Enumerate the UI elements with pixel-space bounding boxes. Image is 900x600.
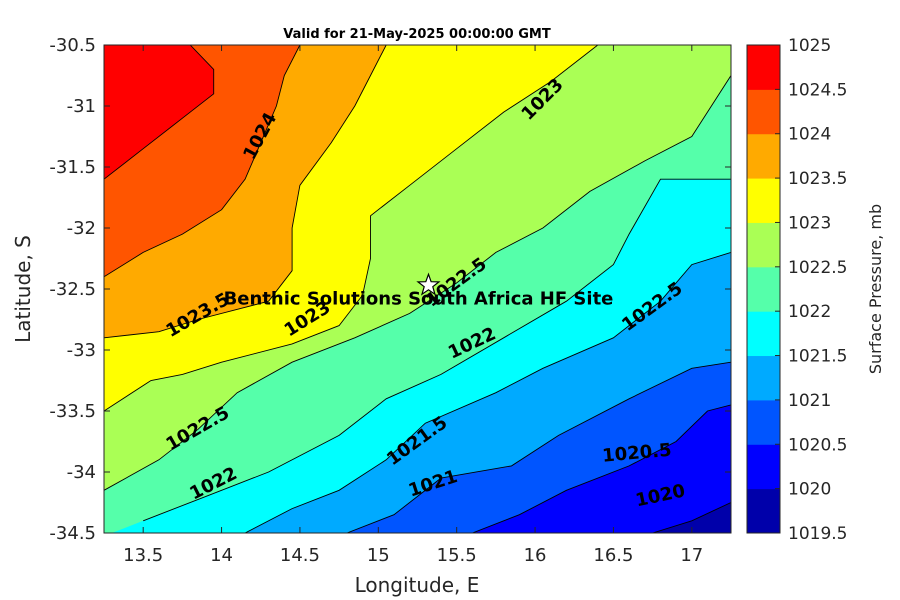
colorbar-band-1021 [747, 355, 780, 401]
x-tick-label: 13.5 [123, 545, 163, 566]
colorbar-tick-label: 1021 [788, 391, 831, 411]
x-tick-label: 16 [524, 545, 547, 566]
colorbar-band-1023 [747, 178, 780, 223]
colorbar-band-1019.5 [747, 488, 780, 534]
colorbar-band-1024 [747, 89, 780, 135]
contour-band-1020 [652, 502, 731, 533]
contour-line-1022.5 [104, 75, 731, 491]
colorbar-band-1024.5 [747, 45, 780, 90]
colorbar-frame [746, 44, 781, 534]
colorbar-band-1021.5 [747, 311, 780, 357]
contour-line-1024 [104, 45, 301, 278]
contour-fills [104, 45, 731, 533]
chart-title: Valid for 21-May-2025 00:00:00 GMT [283, 27, 551, 42]
x-tick-label: 15 [367, 545, 390, 566]
y-tick-label: -32 [67, 218, 96, 239]
y-axis: -30.5 -31 -31.5 -32 -32.5 -33 -33.5 -34 -34.5 [49, 35, 731, 544]
y-tick-label: -33 [67, 340, 96, 361]
y-tick-label: -30.5 [49, 35, 96, 56]
y-tick-label: -31.5 [49, 157, 96, 178]
colorbar-band-1022.5 [747, 222, 780, 268]
y-tick-label: -34 [67, 462, 96, 483]
x-axis: 13.5 14 14.5 15 15.5 16 16.5 17 [123, 45, 703, 566]
colorbar: 1019.5 1020 1020.5 1021 1021.5 1022 1022.5 1023… [746, 36, 847, 544]
colorbar-tick-label: 1025 [788, 36, 831, 56]
colorbar-tick-label: 1023.5 [788, 169, 847, 189]
colorbar-tick-label: 1024 [788, 125, 831, 145]
contour-line-1021.5 [244, 251, 731, 533]
colorbar-band-1023.5 [747, 133, 780, 179]
contour-lines [104, 45, 731, 533]
x-tick-label: 15.5 [437, 545, 477, 566]
x-tick-label: 17 [680, 545, 703, 566]
colorbar-tick-label: 1020.5 [788, 435, 847, 455]
contour-line-1023.5 [104, 45, 387, 339]
y-tick-label: -31 [67, 96, 96, 117]
colorbar-tick-label: 1023 [788, 213, 831, 233]
site-label: Benthic Solutions South Africa HF Site [224, 288, 614, 309]
y-axis-label: Latitude, S [11, 235, 35, 343]
contour-line-1020 [652, 502, 731, 533]
contour-band-1020.5 [472, 404, 731, 533]
contour-line-1024.5 [104, 45, 215, 180]
colorbar-tick-label: 1022 [788, 302, 831, 322]
x-tick-label: 14 [210, 545, 233, 566]
colorbar-tick-label: 1024.5 [788, 80, 847, 100]
y-tick-label: -33.5 [49, 401, 96, 422]
site-marker: Benthic Solutions South Africa HF Site [224, 272, 614, 309]
colorbar-tick-label: 1020 [788, 480, 831, 500]
plot-area [104, 45, 731, 533]
contour-line-1023 [104, 45, 599, 412]
colorbar-band-1020.5 [747, 399, 780, 445]
x-tick-label: 16.5 [593, 545, 633, 566]
y-tick-label: -34.5 [49, 523, 96, 544]
colorbar-tick-label: 1019.5 [788, 524, 847, 544]
contour-line-1022 [143, 178, 731, 522]
colorbar-band-1022 [747, 266, 780, 312]
colorbar-tick-label: 1021.5 [788, 347, 847, 367]
x-tick-label: 14.5 [280, 545, 320, 566]
colorbar-label: Surface Pressure, mb [866, 204, 885, 374]
y-tick-label: -32.5 [49, 279, 96, 300]
contour-line-1021 [346, 361, 731, 533]
x-axis-label: Longitude, E [355, 573, 480, 597]
colorbar-band-1020 [747, 444, 780, 490]
colorbar-tick-label: 1022.5 [788, 258, 847, 278]
contour-line-1020.5 [472, 404, 731, 533]
site-star-icon [416, 272, 441, 296]
